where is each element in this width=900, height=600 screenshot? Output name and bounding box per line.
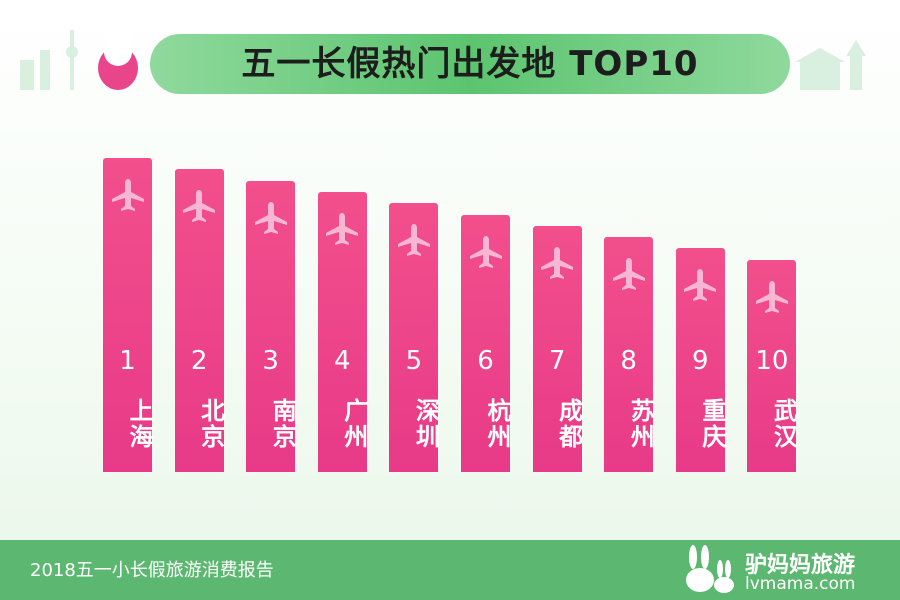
plane-icon — [752, 277, 792, 317]
city: 上海 — [125, 398, 153, 450]
rank: 8 — [620, 346, 637, 376]
rank: 7 — [548, 346, 566, 376]
city: 广州 — [339, 398, 368, 450]
source: 2018五一小长假旅游消费报告 — [30, 560, 274, 581]
bar — [103, 158, 152, 472]
brand-logo — [686, 545, 734, 593]
plane-icon — [609, 254, 649, 294]
city: 武汉 — [769, 398, 798, 450]
city: 成都 — [554, 398, 583, 450]
plane-icon — [251, 198, 291, 238]
rank: 9 — [692, 346, 709, 376]
rank: 5 — [405, 346, 423, 376]
title-banner — [150, 34, 790, 94]
plane-icon — [466, 232, 506, 272]
rank: 2 — [190, 346, 208, 376]
plane-icon — [179, 186, 219, 226]
rank: 4 — [334, 346, 351, 376]
title: 五一长假热门出发地 TOP10 — [241, 44, 699, 84]
city: 杭州 — [483, 398, 511, 450]
plane-icon — [394, 220, 434, 260]
plane-icon — [322, 209, 362, 249]
city: 重庆 — [697, 398, 726, 450]
rank: 6 — [477, 346, 494, 376]
skyline-decor — [20, 16, 866, 90]
mascot — [98, 16, 138, 90]
plane-icon — [680, 265, 720, 305]
plane-icon — [537, 243, 577, 283]
city: 深圳 — [411, 398, 440, 450]
city: 苏州 — [626, 398, 655, 450]
city: 南京 — [268, 398, 297, 450]
rank: 3 — [262, 346, 279, 376]
plane-icon — [108, 175, 148, 215]
rank: 1 — [119, 346, 136, 376]
rank: 10 — [755, 346, 789, 376]
city: 北京 — [196, 398, 225, 450]
brand: 驴妈妈旅游 — [745, 553, 856, 578]
footer-band — [0, 540, 900, 600]
brand-url: lvmama.com — [745, 574, 856, 594]
